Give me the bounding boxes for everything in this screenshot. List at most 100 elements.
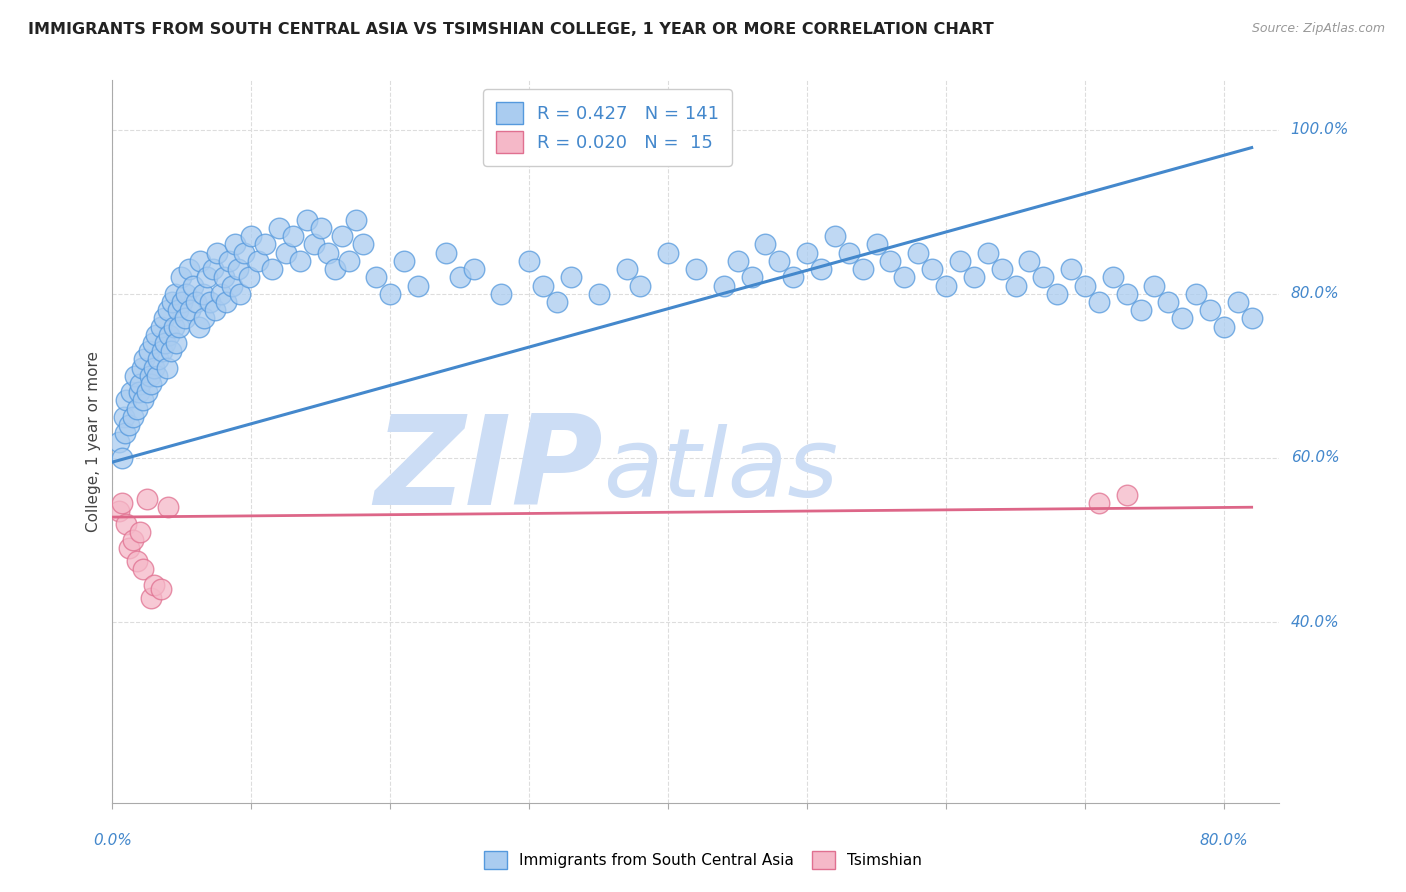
Point [1018,253,1040,268]
Point [1088,295,1111,310]
Text: 80.0%: 80.0% [1199,833,1249,848]
Point [865,237,887,252]
Point [1212,319,1234,334]
Point [215,295,238,310]
Point [240,229,263,244]
Point [153,311,176,326]
Point [170,295,193,310]
Point [449,270,471,285]
Text: 40.0%: 40.0% [1291,615,1339,630]
Text: atlas: atlas [603,424,838,517]
Point [150,582,173,597]
Point [810,262,832,277]
Point [131,360,153,375]
Point [201,262,224,277]
Point [852,262,875,277]
Text: 80.0%: 80.0% [1291,286,1339,301]
Point [1129,303,1152,318]
Point [191,286,214,301]
Point [309,221,332,235]
Point [132,393,155,408]
Point [1088,496,1111,510]
Point [179,303,201,318]
Point [893,270,915,285]
Point [531,278,554,293]
Legend: R = 0.427   N = 141, R = 0.020   N =  15: R = 0.427 N = 141, R = 0.020 N = 15 [484,89,733,166]
Point [221,278,243,293]
Point [330,229,353,244]
Legend: Immigrants from South Central Asia, Tsimshian: Immigrants from South Central Asia, Tsim… [478,845,928,875]
Point [155,336,177,351]
Text: ZIP: ZIP [374,410,603,531]
Point [132,562,155,576]
Point [127,401,149,416]
Point [262,262,284,277]
Point [136,491,159,506]
Text: 0.0%: 0.0% [93,833,132,848]
Point [120,385,142,400]
Point [156,360,179,375]
Point [657,245,679,260]
Point [141,377,163,392]
Point [1143,278,1166,293]
Point [949,253,972,268]
Point [233,245,256,260]
Point [935,278,957,293]
Point [302,237,325,252]
Y-axis label: College, 1 year or more: College, 1 year or more [86,351,101,532]
Text: 100.0%: 100.0% [1291,122,1348,137]
Point [169,270,191,285]
Point [1240,311,1263,326]
Point [218,253,240,268]
Point [1074,278,1097,293]
Point [122,409,145,424]
Point [111,450,134,465]
Point [316,245,339,260]
Point [281,229,304,244]
Point [139,368,162,383]
Text: Source: ZipAtlas.com: Source: ZipAtlas.com [1251,22,1385,36]
Point [394,253,416,268]
Point [1004,278,1026,293]
Point [796,245,818,260]
Point [366,270,388,285]
Point [127,553,149,567]
Point [114,426,136,441]
Point [128,385,150,400]
Point [184,295,207,310]
Point [491,286,513,301]
Point [463,262,485,277]
Point [166,303,188,318]
Point [157,500,180,515]
Point [713,278,735,293]
Point [628,278,651,293]
Point [148,352,170,367]
Point [150,319,173,334]
Point [111,496,134,510]
Point [517,253,540,268]
Point [204,303,226,318]
Point [129,524,152,539]
Text: 60.0%: 60.0% [1291,450,1339,466]
Point [160,344,183,359]
Point [727,253,749,268]
Point [212,270,235,285]
Point [108,504,131,518]
Point [173,311,195,326]
Point [907,245,929,260]
Point [838,245,860,260]
Point [588,286,610,301]
Text: IMMIGRANTS FROM SOUTH CENTRAL ASIA VS TSIMSHIAN COLLEGE, 1 YEAR OR MORE CORRELAT: IMMIGRANTS FROM SOUTH CENTRAL ASIA VS TS… [28,22,994,37]
Point [337,253,360,268]
Point [344,212,367,227]
Point [112,409,135,424]
Point [1171,311,1194,326]
Point [1115,488,1137,502]
Point [782,270,804,285]
Point [115,516,138,531]
Point [136,385,159,400]
Point [295,212,318,227]
Point [276,245,298,260]
Point [138,344,160,359]
Point [1226,295,1249,310]
